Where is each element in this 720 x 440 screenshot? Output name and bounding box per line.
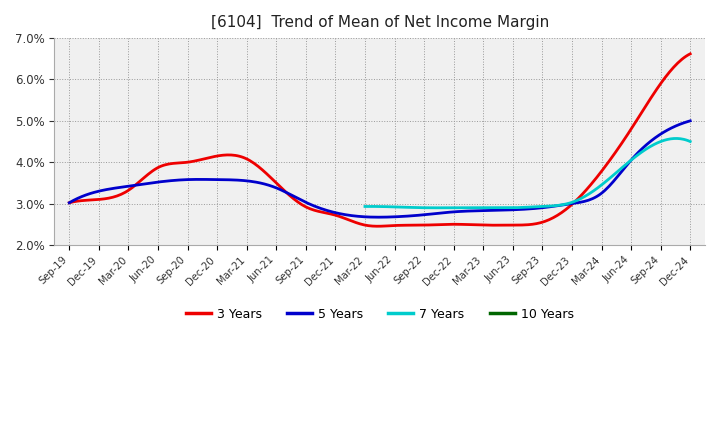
- 3 Years: [67, 200, 76, 205]
- 7 Years: [554, 203, 563, 208]
- 7 Years: [672, 136, 680, 141]
- Legend: 3 Years, 5 Years, 7 Years, 10 Years: 3 Years, 5 Years, 7 Years, 10 Years: [181, 303, 579, 326]
- 7 Years: [636, 150, 644, 156]
- 3 Years: [686, 51, 695, 56]
- 7 Years: [361, 204, 370, 209]
- Line: 5 Years: 5 Years: [69, 121, 690, 217]
- 5 Years: [686, 118, 695, 124]
- 3 Years: [437, 222, 446, 227]
- Title: [6104]  Trend of Mean of Net Income Margin: [6104] Trend of Mean of Net Income Margi…: [211, 15, 549, 30]
- 5 Years: [65, 200, 73, 205]
- 5 Years: [437, 210, 446, 216]
- 7 Years: [361, 204, 369, 209]
- 5 Years: [374, 215, 383, 220]
- 5 Years: [590, 195, 599, 200]
- Line: 7 Years: 7 Years: [365, 139, 690, 208]
- 5 Years: [630, 154, 639, 159]
- 7 Years: [686, 139, 695, 144]
- 3 Years: [630, 122, 639, 127]
- 3 Years: [590, 177, 599, 183]
- 5 Years: [447, 209, 456, 215]
- 5 Years: [435, 211, 444, 216]
- 7 Years: [657, 139, 665, 144]
- 7 Years: [555, 202, 564, 208]
- 3 Years: [65, 200, 73, 205]
- 7 Years: [497, 205, 505, 210]
- 3 Years: [435, 222, 444, 227]
- 3 Years: [374, 224, 383, 229]
- 5 Years: [67, 199, 76, 204]
- 3 Years: [447, 222, 456, 227]
- Line: 3 Years: 3 Years: [69, 54, 690, 226]
- 7 Years: [561, 202, 570, 207]
